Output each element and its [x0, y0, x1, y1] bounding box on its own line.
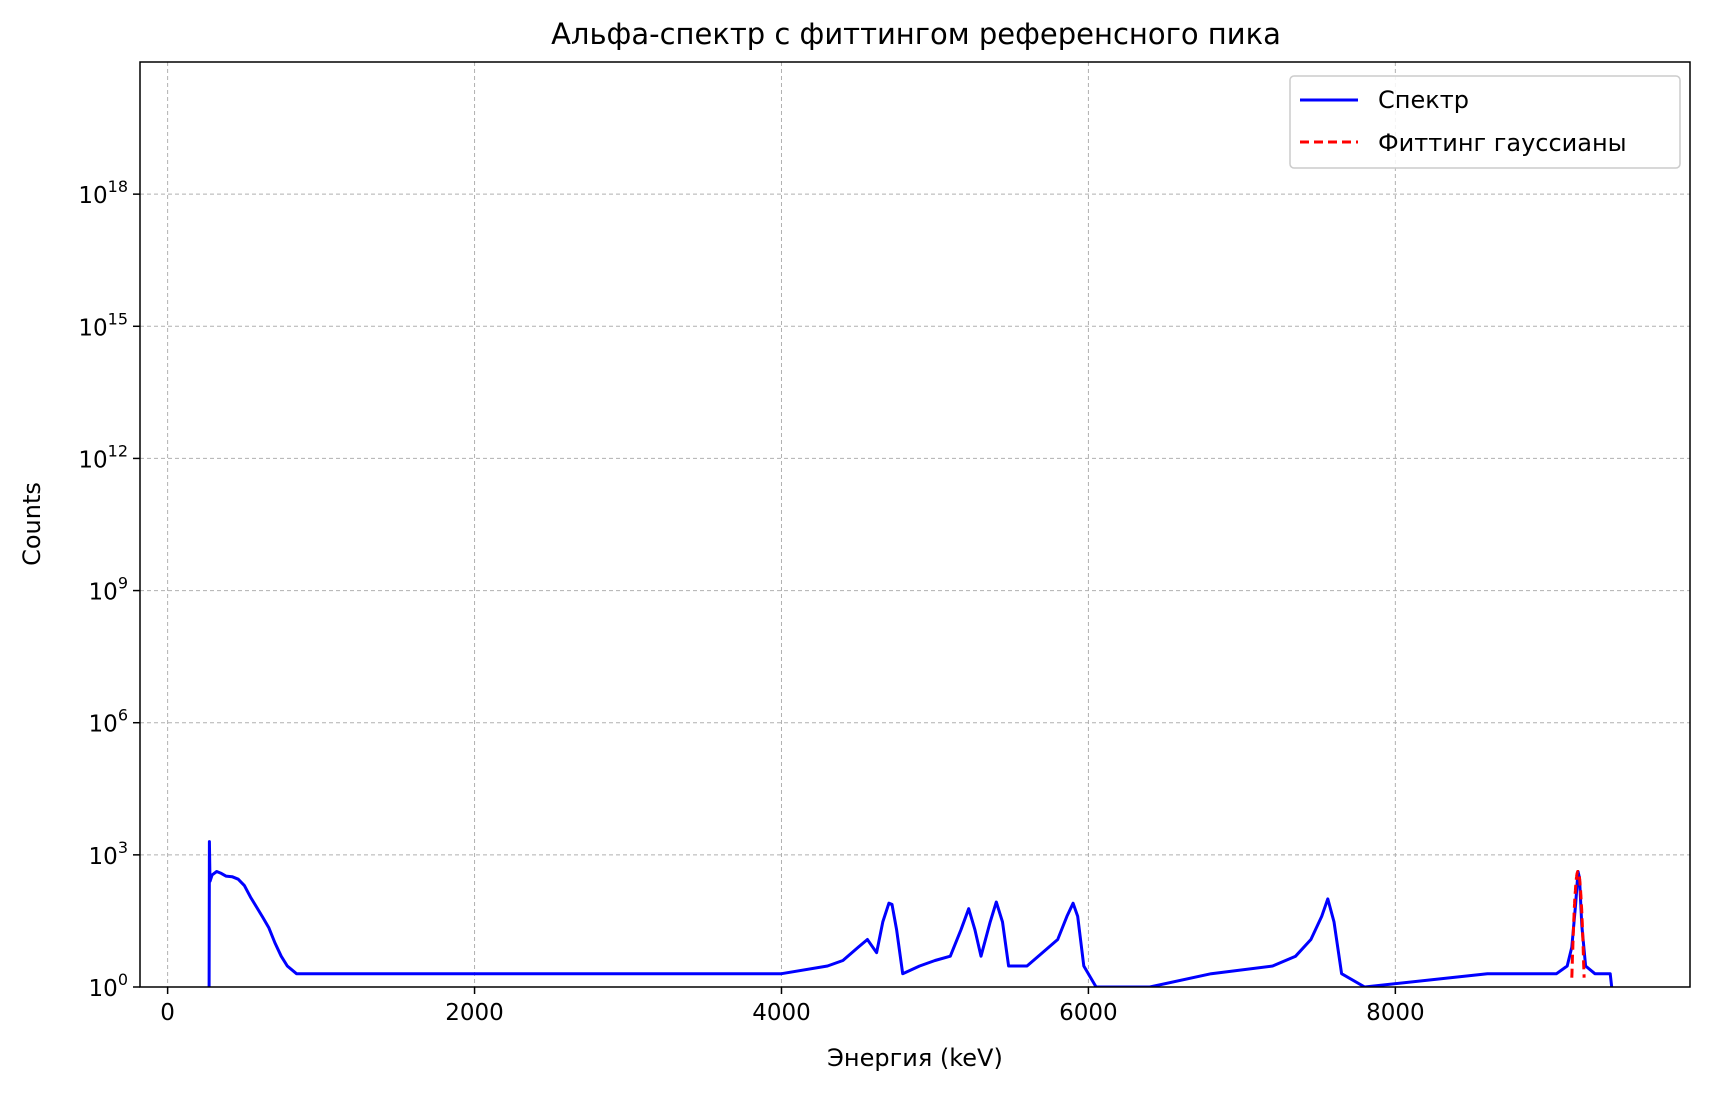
legend-box	[1289, 75, 1681, 169]
legend: Спектр Фиттинг гауссианы	[1289, 75, 1681, 169]
y-tick-label: 1012	[78, 441, 128, 473]
legend-label-fit: Фиттинг гауссианы	[1378, 129, 1627, 157]
chart-title: Альфа-спектр с фиттингом референсного пи…	[551, 17, 1281, 51]
x-tick-label: 6000	[1059, 1000, 1118, 1026]
series-gaussian-fit-line	[1570, 870, 1586, 978]
y-tick-label: 103	[89, 838, 128, 870]
x-axis-ticks: 0 2000 4000 6000 8000	[160, 987, 1425, 1026]
legend-label-spectrum: Спектр	[1378, 86, 1469, 114]
grid-lines	[140, 62, 1690, 987]
y-tick-label: 1015	[78, 309, 128, 341]
x-tick-label: 2000	[445, 1000, 504, 1026]
x-tick-label: 8000	[1366, 1000, 1425, 1026]
series-spectrum-line	[207, 840, 1614, 987]
y-tick-label: 106	[89, 706, 128, 738]
y-axis-ticks: 100 103 106 109 1012 1015 1018	[78, 177, 140, 1002]
plot-frame	[139, 61, 1691, 988]
y-tick-label: 100	[89, 970, 128, 1002]
y-tick-label: 1018	[78, 177, 128, 209]
x-axis-label: Энергия (keV)	[827, 1044, 1003, 1072]
series-layer	[207, 840, 1614, 987]
x-tick-label: 4000	[752, 1000, 811, 1026]
x-tick-label: 0	[160, 1000, 175, 1026]
y-tick-label: 109	[89, 574, 128, 606]
y-axis-label: Counts	[18, 482, 46, 566]
